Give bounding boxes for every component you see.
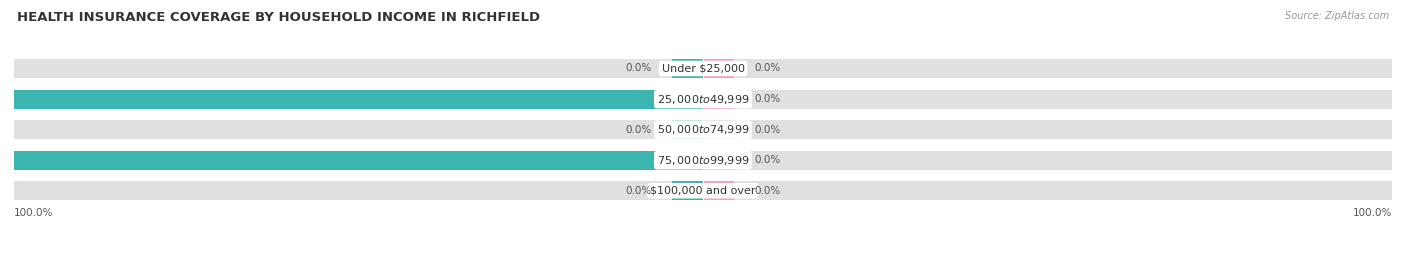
Text: 0.0%: 0.0% [755,63,780,73]
Text: $75,000 to $99,999: $75,000 to $99,999 [657,154,749,167]
Text: 0.0%: 0.0% [626,124,651,135]
Bar [703,120,734,139]
Text: $25,000 to $49,999: $25,000 to $49,999 [657,93,749,106]
Text: $100,000 and over: $100,000 and over [650,186,756,196]
Text: 0.0%: 0.0% [755,124,780,135]
Bar [14,151,1392,170]
Bar [703,181,734,200]
Bar [703,90,734,109]
Text: HEALTH INSURANCE COVERAGE BY HOUSEHOLD INCOME IN RICHFIELD: HEALTH INSURANCE COVERAGE BY HOUSEHOLD I… [17,11,540,24]
Text: Source: ZipAtlas.com: Source: ZipAtlas.com [1285,11,1389,21]
Bar [672,120,703,139]
Bar [672,181,703,200]
Bar [703,151,734,170]
Text: 100.0%: 100.0% [14,208,53,218]
Text: 0.0%: 0.0% [626,63,651,73]
Bar [14,181,1392,200]
Bar [14,90,1392,109]
Text: Under $25,000: Under $25,000 [661,63,745,73]
Text: 0.0%: 0.0% [755,186,780,196]
Text: 0.0%: 0.0% [755,94,780,104]
Text: 0.0%: 0.0% [626,186,651,196]
Bar [14,151,703,170]
Bar [14,59,1392,78]
Text: $50,000 to $74,999: $50,000 to $74,999 [657,123,749,136]
Text: 0.0%: 0.0% [755,155,780,165]
Bar [672,59,703,78]
Bar [14,90,703,109]
Bar [14,120,1392,139]
Text: 100.0%: 100.0% [1353,208,1392,218]
Bar [703,59,734,78]
